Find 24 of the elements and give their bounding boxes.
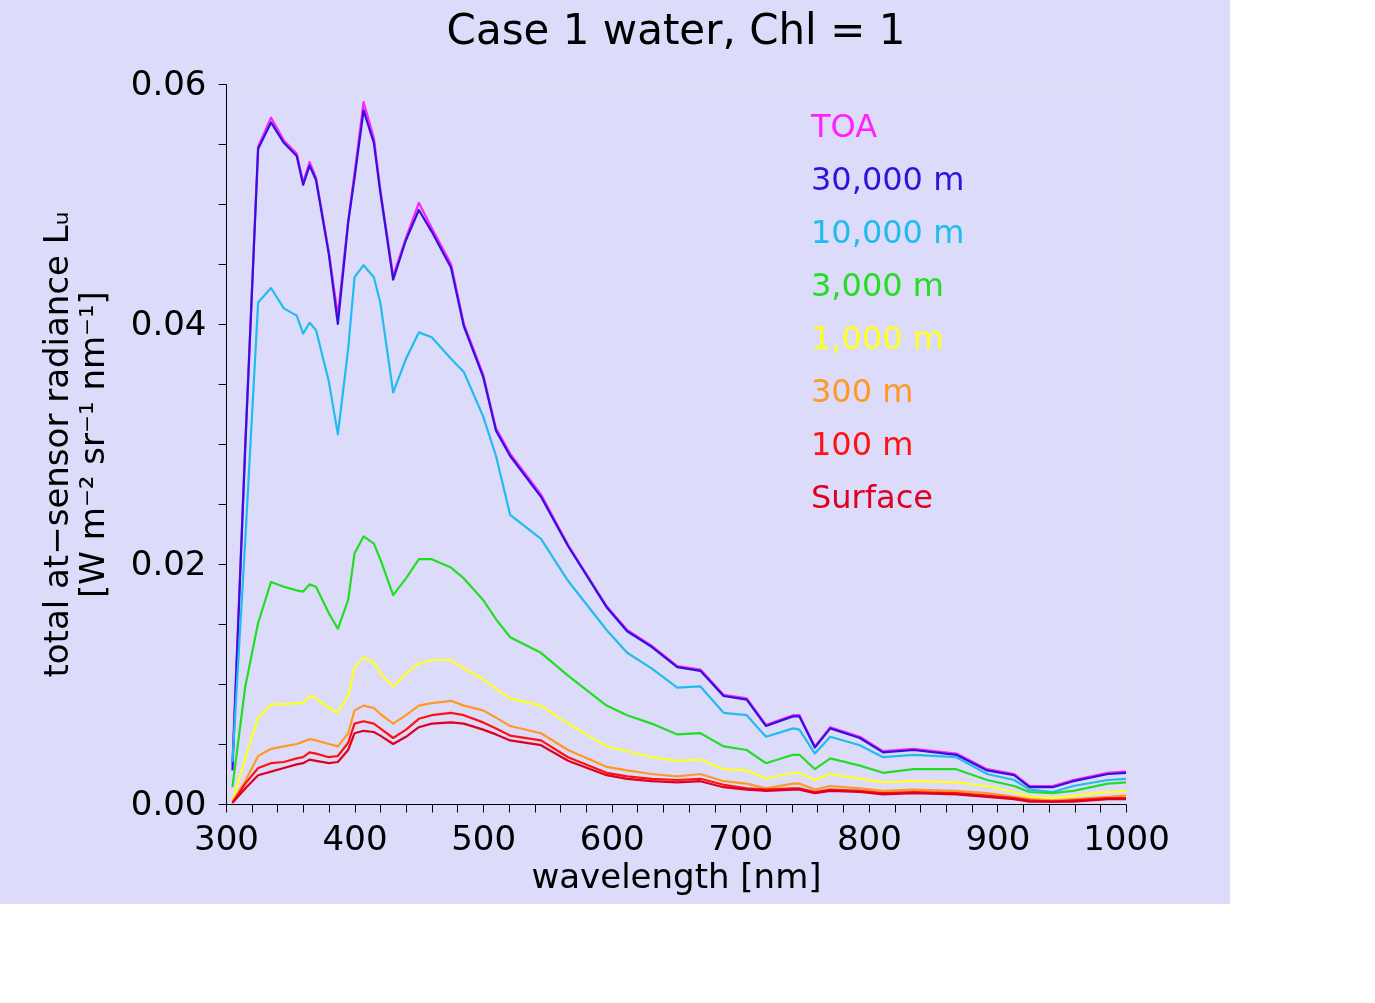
text: 1,000 m xyxy=(811,319,944,358)
text: 300 m xyxy=(811,372,914,411)
y-axis-title: total at−sensor radiance Lᵤ [W m⁻² sr⁻¹ nm⁻¹] xyxy=(35,211,112,678)
line-series xyxy=(231,535,1128,795)
text: TOA xyxy=(810,107,878,146)
text: 100 m xyxy=(811,425,914,464)
y-tick-label: 0.02 xyxy=(130,542,207,583)
chart-title: Case 1 water, Chl = 1 xyxy=(446,5,906,54)
x-tick-label: 700 xyxy=(708,817,774,858)
x-tick-label: 400 xyxy=(322,817,388,858)
y-tick-label: 0.06 xyxy=(130,62,207,103)
text: Surface xyxy=(811,478,933,517)
line-series xyxy=(231,656,1128,802)
x-tick-label: 600 xyxy=(579,817,645,858)
y-tick-label: 0.04 xyxy=(130,302,207,343)
text: 30,000 m xyxy=(811,160,965,199)
text: 3,000 m xyxy=(811,266,944,305)
x-tick-label: 900 xyxy=(965,817,1031,858)
x-tick-label: 1000 xyxy=(1083,817,1170,858)
text: 10,000 m xyxy=(811,213,965,252)
x-tick-label: 800 xyxy=(836,817,902,858)
x-tick-label: 500 xyxy=(451,817,517,858)
x-axis-title: wavelength [nm] xyxy=(531,855,822,896)
line-series xyxy=(231,264,1128,794)
